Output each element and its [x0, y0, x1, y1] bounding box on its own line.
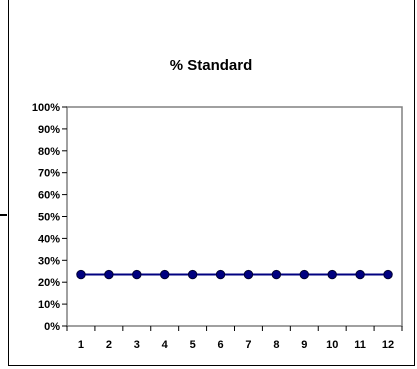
data-point	[132, 269, 142, 280]
plot-area: 0%10%20%30%40%50%60%70%80%90%100%1 2 3 4 5 6 7…	[32, 102, 403, 351]
data-point	[327, 269, 337, 280]
y-tick-label: 40%	[38, 233, 60, 245]
y-tick-label: 90%	[38, 124, 60, 136]
x-tick-label: 5	[190, 339, 196, 351]
y-tick-label: 20%	[38, 277, 60, 289]
x-tick-label: 7	[245, 339, 251, 351]
chart-title: % Standard	[170, 57, 253, 74]
data-point	[187, 269, 198, 280]
data-point	[271, 269, 282, 280]
data-point	[160, 269, 170, 280]
x-tick-label: 10	[326, 339, 338, 351]
x-tick-label: 11	[354, 339, 366, 351]
x-tick-label: 8	[273, 339, 279, 351]
left-edge-rule	[0, 214, 7, 236]
x-tick-label: 3	[134, 339, 140, 351]
y-tick-label: 30%	[38, 255, 60, 267]
data-point	[104, 269, 114, 280]
x-tick-label: 6	[217, 339, 223, 351]
x-tick-label: 2	[106, 339, 112, 351]
data-point	[243, 269, 254, 280]
y-tick-label: 100%	[32, 102, 60, 114]
data-point	[299, 269, 309, 280]
data-point	[76, 269, 86, 280]
data-point	[215, 269, 226, 280]
y-tick-label: 60%	[38, 190, 60, 202]
x-tick-label: 12	[382, 339, 394, 351]
y-tick-label: 70%	[38, 168, 60, 180]
x-tick-label: 4	[162, 339, 169, 351]
y-tick-label: 0%	[44, 321, 60, 333]
x-tick-label: 9	[301, 339, 307, 351]
data-point	[355, 269, 365, 280]
data-point	[383, 269, 393, 280]
y-tick-label: 80%	[38, 146, 60, 158]
chart-frame	[8, 0, 415, 366]
plot-border	[66, 106, 403, 327]
x-tick-label: 1	[78, 339, 84, 351]
y-tick-label: 10%	[38, 299, 60, 311]
y-tick-label: 50%	[38, 212, 60, 224]
